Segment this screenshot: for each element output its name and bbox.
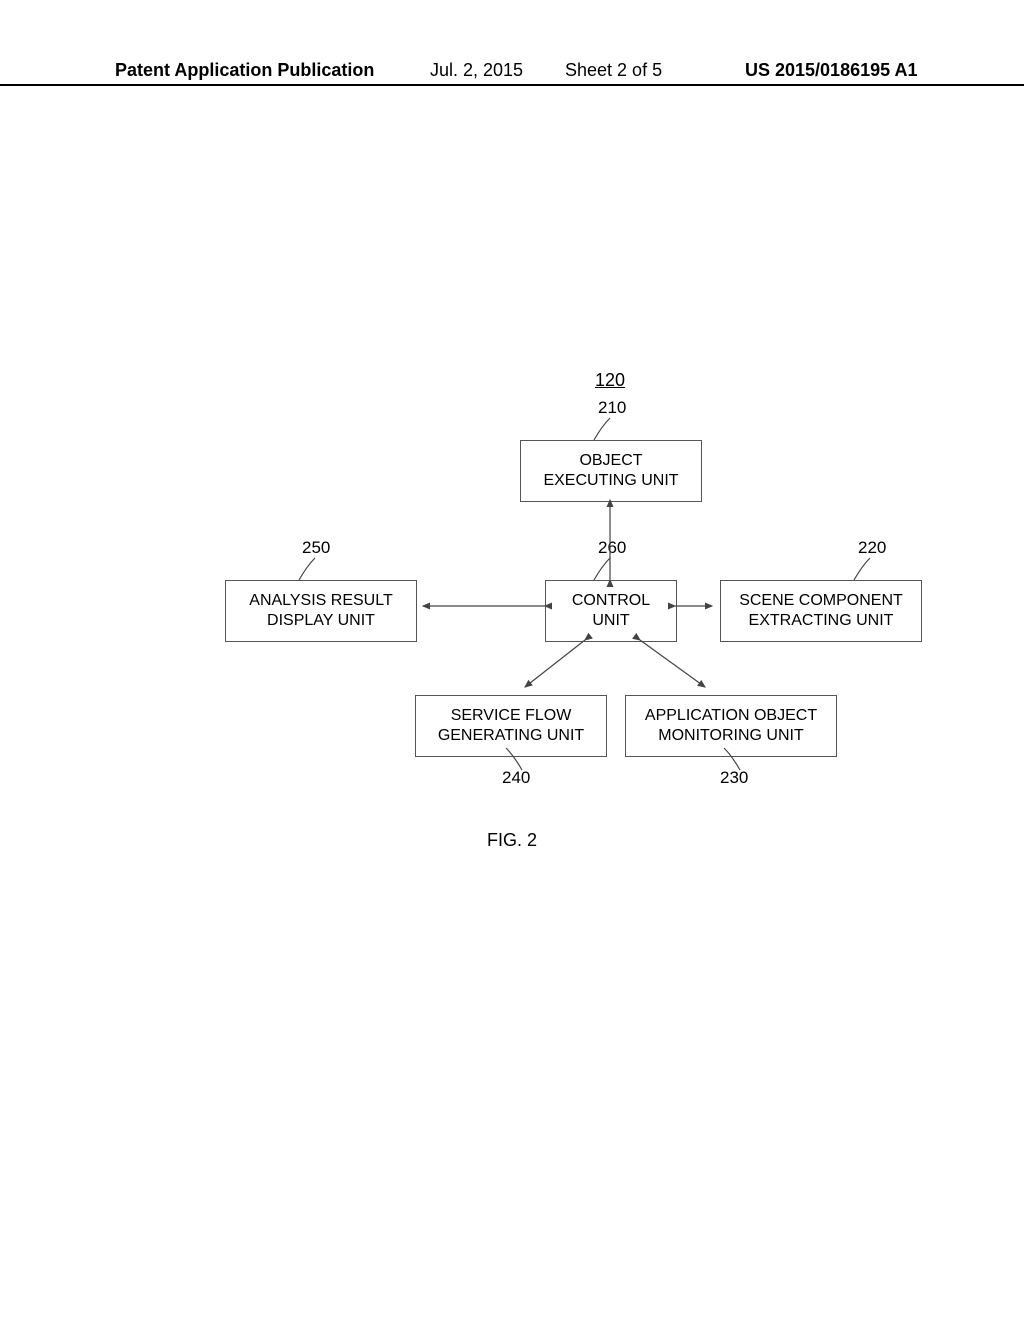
block-diagram: 120 210 OBJECTEXECUTING UNIT 250 ANALYSI…: [150, 370, 880, 820]
figure-label: FIG. 2: [0, 830, 1024, 851]
header-pubnum: US 2015/0186195 A1: [745, 60, 917, 81]
header-rule: [0, 83, 1024, 86]
header-sheet: Sheet 2 of 5: [565, 60, 662, 81]
connectors: [150, 370, 950, 790]
header-date: Jul. 2, 2015: [430, 60, 523, 81]
header-publication: Patent Application Publication: [115, 60, 374, 81]
